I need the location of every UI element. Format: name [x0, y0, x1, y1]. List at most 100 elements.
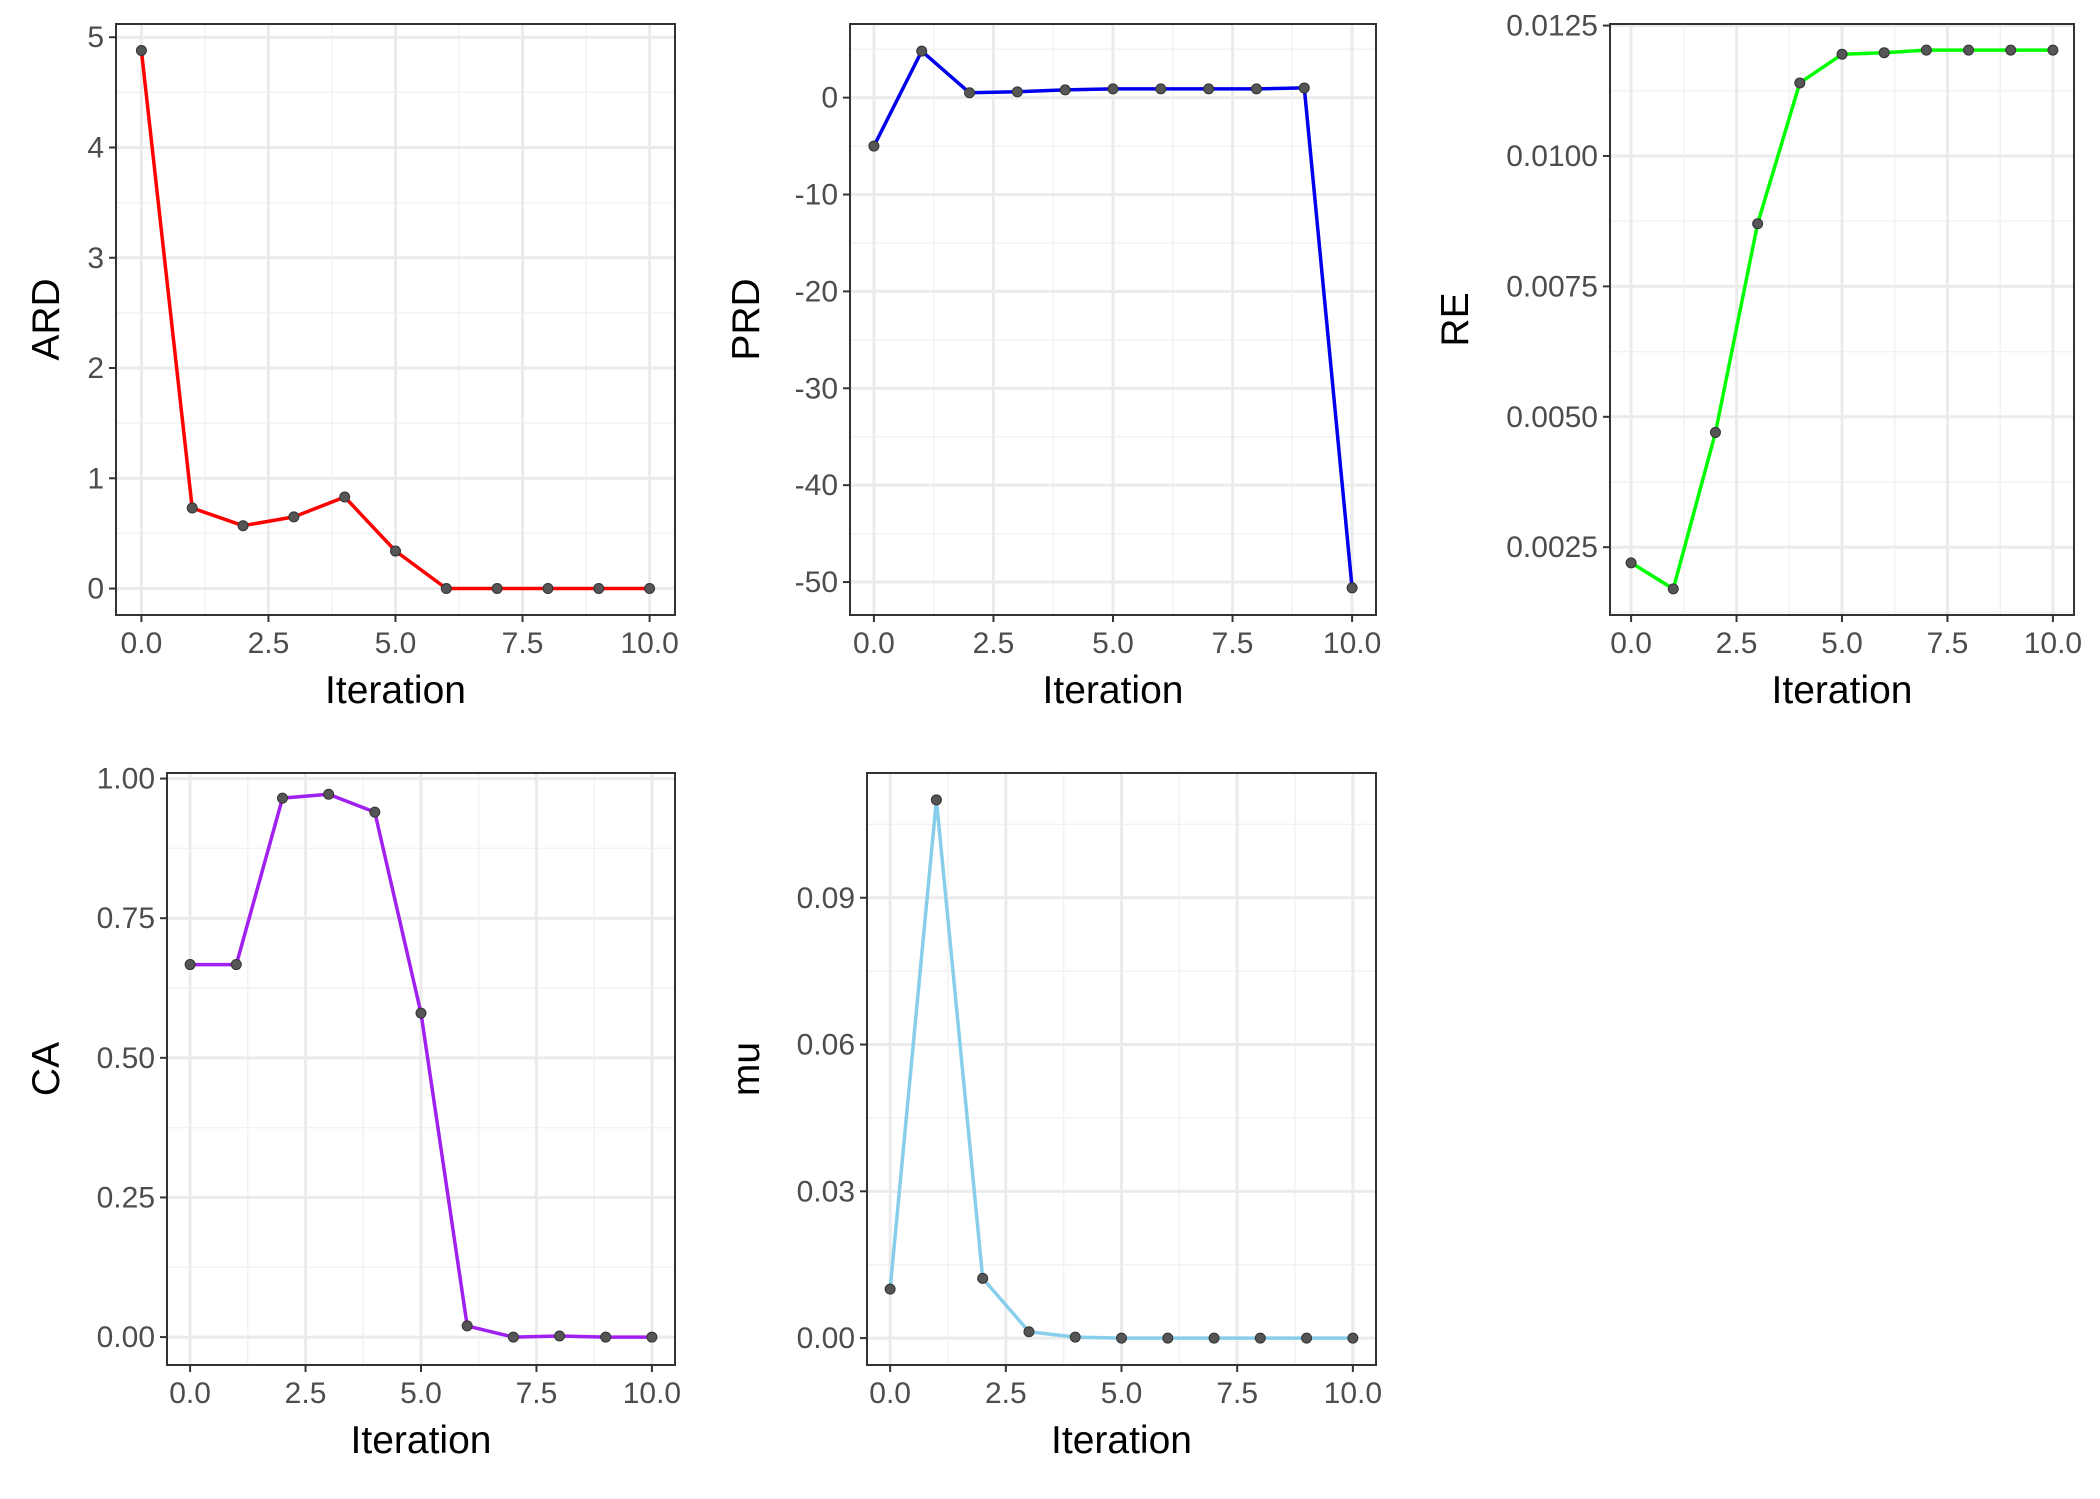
data-point: [1346, 582, 1358, 594]
y-tick-label: 0.0025: [1506, 531, 1598, 564]
data-point: [415, 1007, 427, 1019]
y-tick-label: 0.0050: [1506, 401, 1598, 434]
y-tick-label: 1.00: [97, 763, 155, 796]
x-tick-label: 7.5: [1927, 627, 1969, 660]
y-tick-label: 5: [87, 21, 104, 54]
data-point: [1162, 1332, 1174, 1344]
panel-re: 0.0 2.5 5.0 7.5 10.0 0.0025 0.0050 0.0075 0.0100…: [1434, 10, 2082, 712]
data-point: [977, 1272, 989, 1284]
data-point: [1208, 1332, 1220, 1344]
y-tick-label: 0.00: [797, 1322, 855, 1355]
y-axis-title: ARD: [25, 278, 68, 360]
data-point: [2047, 44, 2059, 56]
data-point: [1794, 77, 1806, 89]
y-tick-label: -20: [795, 275, 838, 308]
y-tick-label: 0.50: [97, 1042, 155, 1075]
data-point: [323, 788, 335, 800]
y-axis-title: RE: [1434, 292, 1477, 346]
y-tick-label: -10: [795, 179, 838, 212]
y-tick-label: -40: [795, 469, 838, 502]
x-tick-label: 5.0: [400, 1377, 442, 1410]
y-tick-label: 0.0125: [1506, 10, 1598, 43]
x-tick-label: 2.5: [1716, 627, 1758, 660]
x-tick-label: 7.5: [516, 1377, 558, 1410]
data-point: [916, 45, 928, 57]
x-tick-label: 0.0: [121, 627, 163, 660]
data-point: [593, 583, 605, 595]
x-tick-label: 5.0: [375, 627, 417, 660]
data-point: [230, 959, 242, 971]
x-tick-label: 7.5: [1216, 1377, 1258, 1410]
y-tick-label: 1: [87, 462, 104, 495]
data-point: [1023, 1326, 1035, 1338]
y-tick-label: 0.25: [97, 1181, 155, 1214]
data-point: [339, 491, 351, 503]
data-point: [1059, 84, 1071, 96]
data-point: [1920, 44, 1932, 56]
data-point: [390, 545, 401, 557]
x-tick-label: 2.5: [248, 627, 290, 660]
data-point: [964, 87, 976, 99]
data-point: [644, 583, 656, 595]
data-point: [1625, 557, 1637, 569]
x-tick-label: 2.5: [973, 627, 1015, 660]
y-tick-label: 0.06: [797, 1029, 855, 1062]
y-tick-label: 3: [87, 242, 104, 275]
data-point: [237, 520, 249, 532]
y-tick-label: 0.03: [797, 1175, 855, 1208]
data-point: [184, 959, 196, 971]
x-axis-title: Iteration: [1043, 669, 1184, 712]
y-tick-label: -30: [795, 372, 838, 405]
data-point: [1116, 1332, 1127, 1344]
x-tick-label: 0.0: [869, 1377, 911, 1410]
data-point: [600, 1331, 612, 1343]
x-tick-label: 5.0: [1092, 627, 1134, 660]
data-point: [1301, 1332, 1313, 1344]
panel-mu: 0.0 2.5 5.0 7.5 10.0 0.00 0.03 0.06 0.09 Iteratio…: [725, 772, 1382, 1462]
data-point: [369, 806, 381, 818]
panel-ard: 0.0 2.5 5.0 7.5 10.0 0 1 2 3 4 5 Iteration ARD: [25, 21, 679, 712]
data-point: [440, 583, 452, 595]
y-tick-label: 2: [87, 352, 104, 385]
data-point: [1667, 583, 1679, 595]
data-point: [276, 792, 288, 804]
x-tick-label: 10.0: [623, 1377, 681, 1410]
data-point: [1107, 83, 1119, 95]
y-tick-label: 4: [87, 131, 104, 164]
data-point: [1709, 426, 1721, 438]
data-point: [868, 140, 880, 152]
data-point: [554, 1330, 566, 1342]
y-tick-label: 0.00: [97, 1321, 155, 1354]
x-tick-label: 5.0: [1821, 627, 1863, 660]
x-axis-title: Iteration: [325, 669, 466, 712]
x-tick-label: 5.0: [1101, 1377, 1143, 1410]
data-point: [1155, 83, 1167, 95]
y-tick-label: 0.0100: [1506, 140, 1598, 173]
x-tick-label: 7.5: [1212, 627, 1254, 660]
y-tick-label: 0: [87, 573, 104, 606]
data-point: [135, 44, 147, 56]
data-point: [1203, 83, 1215, 95]
y-axis-title: mu: [725, 1042, 768, 1096]
data-point: [1254, 1332, 1266, 1344]
data-point: [186, 502, 198, 514]
x-tick-label: 10.0: [1324, 1377, 1382, 1410]
x-tick-label: 7.5: [502, 627, 544, 660]
x-tick-label: 0.0: [1610, 627, 1652, 660]
x-tick-label: 0.0: [169, 1377, 211, 1410]
x-tick-label: 10.0: [2024, 627, 2082, 660]
y-axis-title: PRD: [725, 278, 768, 360]
data-point: [884, 1283, 896, 1295]
y-tick-label: 0.75: [97, 902, 155, 935]
y-tick-label: 0: [821, 82, 838, 115]
data-point: [1963, 44, 1975, 56]
data-point: [491, 583, 503, 595]
data-point: [1298, 82, 1310, 94]
y-tick-label: 0.0075: [1506, 270, 1598, 303]
x-axis-title: Iteration: [351, 1419, 492, 1462]
data-point: [461, 1320, 473, 1332]
data-point: [1250, 83, 1262, 95]
panel-prd: 0.0 2.5 5.0 7.5 10.0 -50 -40 -30 -20 -10 0 Iteratio…: [725, 23, 1381, 712]
data-point: [1752, 218, 1764, 230]
